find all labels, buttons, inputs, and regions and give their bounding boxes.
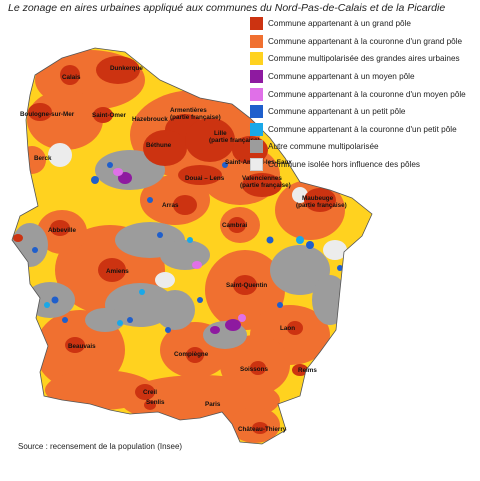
city-label: Amiens [106,268,129,275]
legend-item: Commune isolée hors influence des pôles [250,156,476,174]
city-label: Béthune [146,142,172,149]
legend-item: Commune appartenant à la couronne d'un g… [250,33,476,51]
city-label: Arras [162,202,179,209]
medium-pole-areas [118,172,241,334]
map-legend: Commune appartenant à un grand pôle Comm… [250,15,476,173]
city-label: (partie française) [240,182,291,189]
legend-swatch [250,140,263,154]
small-crown-areas [44,236,304,326]
legend-swatch [250,87,263,101]
city-label: (partie française) [170,114,221,121]
legend-swatch [250,52,263,66]
legend-item: Commune multipolarisée des grandes aires… [250,50,476,68]
city-label: Reims [298,367,317,374]
city-label: Dunkerque [110,65,143,72]
city-label: Calais [62,74,81,81]
legend-item: Commune appartenant à un grand pôle [250,15,476,33]
city-label: Saint-Quentin [226,282,267,289]
city-label: Paris [205,401,221,408]
city-label: Château-Thierry [238,426,287,433]
legend-label: Commune appartenant à la couronne d'un m… [268,89,466,99]
map-title: Le zonage en aires urbaines appliqué aux… [8,2,446,14]
legend-swatch [250,105,263,119]
legend-label: Commune appartenant à un grand pôle [268,19,411,29]
legend-label: Commune appartenant à un moyen pôle [268,72,415,82]
legend-item: Commune appartenant à la couronne d'un m… [250,85,476,103]
city-label: Abbeville [48,227,76,234]
city-label: Compiègne [174,351,209,358]
small-pole-areas [32,162,343,333]
medium-crown-areas [113,168,246,322]
city-label: Boulogne-sur-Mer [20,111,75,118]
legend-swatch [250,34,263,48]
legend-swatch [250,17,263,31]
city-label: Laon [280,325,295,332]
legend-item: Autre commune multipolarisée [250,138,476,156]
city-label: (partie française) [209,137,260,144]
city-label: Beauvais [68,343,96,350]
legend-item: Commune appartenant à un petit pôle [250,103,476,121]
city-label: Lille [214,130,227,137]
grand-pole-areas [13,56,336,434]
legend-label: Commune isolée hors influence des pôles [268,160,421,170]
city-label: Senlis [146,399,165,406]
city-label: Cambrai [222,222,247,229]
legend-swatch [250,70,263,84]
legend-label: Commune multipolarisée des grandes aires… [268,54,460,64]
city-label: Armentières [170,107,207,114]
city-label: Maubeuge [302,195,334,202]
legend-label: Commune appartenant à un petit pôle [268,107,406,117]
city-label: (partie française) [296,202,347,209]
legend-item: Commune appartenant à la couronne d'un p… [250,121,476,139]
city-label: Saint-Omer [92,112,126,119]
legend-swatch [250,122,263,136]
city-label: Creil [143,389,157,396]
legend-item: Commune appartenant à un moyen pôle [250,68,476,86]
legend-label: Commune appartenant à la couronne d'un g… [268,36,463,46]
legend-label: Commune appartenant à la couronne d'un p… [268,124,457,134]
legend-label: Autre commune multipolarisée [268,142,379,152]
city-label: Soissons [240,366,268,373]
legend-swatch [250,158,263,172]
city-label: Hazebrouck [132,116,168,123]
city-label: Douai – Lens [185,175,225,182]
city-label: Berck [34,155,52,162]
city-label: Valenciennes [242,175,282,182]
source-note: Source : recensement de la population (I… [18,442,183,451]
